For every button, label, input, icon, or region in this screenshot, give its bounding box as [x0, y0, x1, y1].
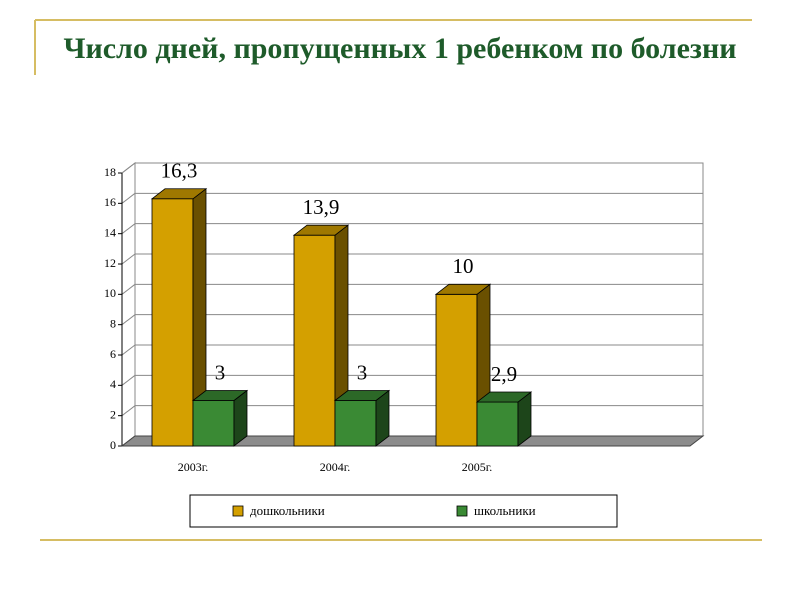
bar	[435, 293, 478, 447]
grid-line	[121, 283, 136, 295]
data-label: 3	[215, 360, 226, 384]
bar	[334, 400, 377, 447]
y-tick-label: 12	[104, 256, 116, 270]
bar-top	[150, 188, 208, 200]
data-label: 16,3	[161, 159, 198, 183]
y-tick-label: 18	[104, 165, 116, 179]
bar	[476, 401, 519, 447]
legend-swatch	[232, 505, 244, 517]
grid-line	[121, 374, 136, 386]
legend-swatch	[456, 505, 468, 517]
bar	[293, 234, 336, 447]
chart-title: Число дней, пропущенных 1 ребенком по бо…	[63, 32, 737, 65]
x-tick-label: 2005г.	[462, 460, 493, 474]
legend-label: школьники	[474, 503, 536, 518]
data-label: 2,9	[491, 362, 517, 386]
y-tick-label: 8	[110, 316, 116, 330]
data-label: 10	[453, 254, 474, 278]
grid-line	[121, 344, 136, 356]
legend-label: дошкольники	[250, 503, 325, 518]
y-tick-label: 0	[110, 438, 116, 452]
data-label: 3	[357, 360, 368, 384]
bar-top	[292, 224, 350, 236]
bar-top	[333, 390, 391, 401]
grid-line	[121, 314, 136, 326]
grid-line	[121, 405, 136, 417]
grid-line	[121, 192, 136, 204]
bar	[151, 198, 194, 447]
y-tick-label: 6	[110, 347, 116, 361]
y-tick-label: 4	[110, 377, 116, 391]
grid-line	[121, 223, 136, 235]
x-tick-label: 2004г.	[320, 460, 351, 474]
bar-top	[475, 391, 533, 403]
x-tick-label: 2003г.	[178, 460, 209, 474]
y-tick-label: 14	[104, 225, 116, 239]
y-tick-label: 10	[104, 286, 116, 300]
y-tick-label: 16	[104, 195, 116, 209]
y-tick-label: 2	[110, 407, 116, 421]
bar-top	[434, 283, 492, 295]
bar	[192, 400, 235, 447]
data-label: 13,9	[303, 195, 340, 219]
bar-top	[191, 390, 249, 401]
grid-line	[121, 253, 136, 265]
side-wall	[121, 161, 136, 448]
legend-box	[189, 494, 618, 528]
grid-line	[121, 162, 136, 174]
